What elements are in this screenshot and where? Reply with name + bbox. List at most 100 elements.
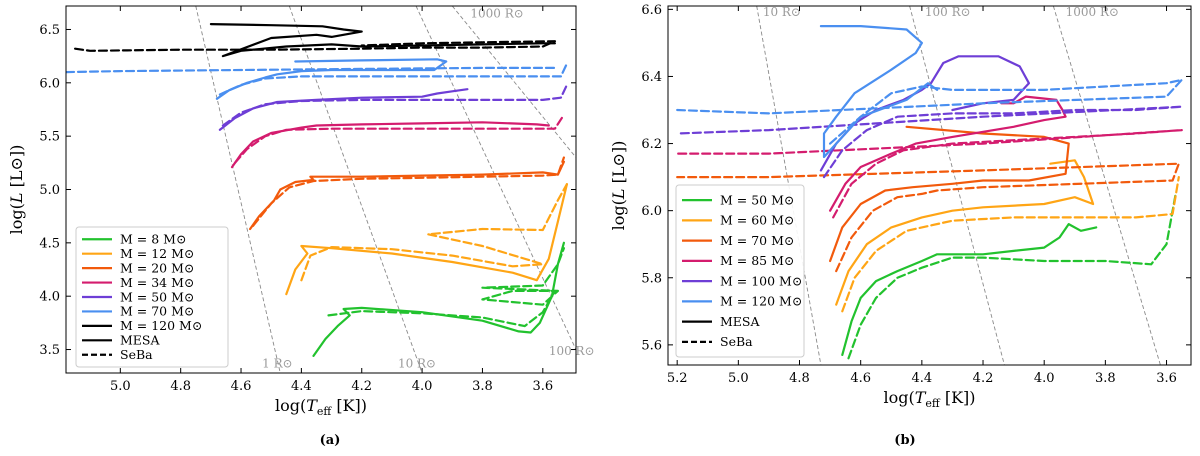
radius-line bbox=[1052, 6, 1161, 365]
legend: M = 50 M⊙ M = 60 M⊙ M = 70 M⊙ M = 85 M⊙ M = … bbox=[675, 184, 805, 358]
plot-area bbox=[66, 6, 576, 373]
series-line bbox=[676, 105, 1183, 179]
panel-a-chart: 1 R⊙ 10 R⊙ 100 R⊙ 1000 R⊙ 5.0 4.8 4.6 4.4 4.2 4.0… bbox=[7, 5, 595, 418]
plot-frame bbox=[667, 5, 1192, 366]
series-line bbox=[841, 176, 1180, 313]
series-line bbox=[218, 62, 568, 96]
legend-label: M = 100 M⊙ bbox=[720, 273, 802, 288]
x-tick-label: 4.8 bbox=[789, 371, 810, 386]
radius-label: 1000 R⊙ bbox=[470, 7, 523, 21]
y-tick-label: 4.0 bbox=[39, 290, 60, 305]
radius-line bbox=[909, 6, 1005, 365]
series-line bbox=[676, 129, 1183, 219]
y-tick-label: 3.5 bbox=[39, 343, 60, 358]
series-line bbox=[215, 58, 448, 100]
radius-label: 10 R⊙ bbox=[398, 357, 436, 371]
y-tick-label: 5.0 bbox=[39, 183, 60, 198]
series-line bbox=[221, 83, 568, 127]
series-line bbox=[285, 183, 568, 296]
x-tick-label: 4.0 bbox=[412, 379, 433, 394]
y-tick-label: 5.6 bbox=[641, 338, 662, 353]
series-line bbox=[327, 247, 565, 328]
radius-label: 1 R⊙ bbox=[262, 357, 293, 371]
y-tick-label: 5.5 bbox=[39, 130, 60, 145]
series-line bbox=[300, 183, 568, 282]
series-line bbox=[74, 40, 556, 52]
radius-line bbox=[415, 6, 576, 350]
radius-line bbox=[195, 6, 281, 373]
radius-label: 1000 R⊙ bbox=[1066, 5, 1119, 19]
x-tick-label: 5.2 bbox=[667, 371, 688, 386]
y-tick-label: 6.6 bbox=[641, 3, 662, 18]
legend-label: M = 12 M⊙ bbox=[120, 246, 194, 261]
series-line bbox=[819, 55, 1030, 172]
legend-box bbox=[75, 226, 229, 368]
legend-label: M = 50 M⊙ bbox=[120, 289, 194, 304]
series-line bbox=[676, 78, 1183, 145]
legend-label: M = 120 M⊙ bbox=[120, 318, 202, 333]
series-line bbox=[847, 192, 1177, 360]
legend-label: M = 60 M⊙ bbox=[720, 213, 794, 228]
x-tick-label: 4.6 bbox=[850, 371, 871, 386]
x-tick-label: 4.2 bbox=[351, 379, 372, 394]
series-line bbox=[230, 121, 550, 169]
legend-label: MESA bbox=[120, 333, 160, 348]
radius-line bbox=[451, 6, 576, 158]
legend: M = 8 M⊙M = 12 M⊙M = 20 M⊙M = 34 M⊙M = 5… bbox=[75, 226, 229, 368]
caption-a: (a) bbox=[320, 433, 341, 448]
y-axis-label: log(L [L⊙]) bbox=[7, 145, 26, 235]
x-axis-label: log(Teff [K]) bbox=[275, 396, 367, 418]
legend-label: M = 50 M⊙ bbox=[720, 192, 794, 207]
x-axis-label: log(Teff [K]) bbox=[884, 388, 976, 410]
series-line bbox=[209, 23, 556, 58]
x-tick-label: 4.4 bbox=[912, 371, 933, 386]
series-line bbox=[841, 223, 1098, 356]
x-tick-label: 4.8 bbox=[170, 379, 191, 394]
legend-label: SeBa bbox=[720, 334, 753, 349]
x-tick-label: 4.0 bbox=[1034, 371, 1055, 386]
series-line bbox=[233, 113, 565, 164]
radius-label: 100 R⊙ bbox=[925, 5, 971, 19]
radius-label: 10 R⊙ bbox=[763, 5, 801, 19]
series-line bbox=[829, 95, 1067, 212]
x-tick-label: 4.2 bbox=[973, 371, 994, 386]
series-line bbox=[249, 160, 565, 231]
y-tick-label: 6.5 bbox=[39, 23, 60, 38]
legend-label: M = 85 M⊙ bbox=[720, 253, 794, 268]
x-tick-label: 4.4 bbox=[291, 379, 312, 394]
legend-box bbox=[675, 184, 805, 358]
x-tick-label: 4.6 bbox=[231, 379, 252, 394]
y-tick-label: 6.4 bbox=[641, 70, 662, 85]
panel-b-chart: 10 R⊙ 100 R⊙ 1000 R⊙ 5.2 5.0 4.8 4.6 4.4 4.2 4.0 3… bbox=[609, 3, 1192, 410]
x-tick-label: 3.6 bbox=[532, 379, 553, 394]
series-line bbox=[835, 159, 1095, 306]
x-tick-label: 3.8 bbox=[472, 379, 493, 394]
y-tick-label: 6.0 bbox=[641, 204, 662, 219]
series-line bbox=[66, 66, 556, 74]
legend-label: M = 8 M⊙ bbox=[120, 232, 186, 247]
legend-label: SeBa bbox=[120, 347, 153, 362]
y-tick-label: 6.0 bbox=[39, 76, 60, 91]
caption-b: (b) bbox=[894, 433, 915, 448]
legend-label: M = 34 M⊙ bbox=[120, 275, 194, 290]
series-line bbox=[218, 88, 469, 131]
series-line bbox=[819, 25, 939, 159]
legend-label: M = 70 M⊙ bbox=[120, 304, 194, 319]
y-tick-label: 6.2 bbox=[641, 137, 662, 152]
legend-label: M = 20 M⊙ bbox=[120, 260, 194, 275]
legend-label: M = 70 M⊙ bbox=[720, 233, 794, 248]
x-tick-label: 3.8 bbox=[1095, 371, 1116, 386]
series-line bbox=[829, 125, 1070, 263]
series-line bbox=[676, 162, 1180, 273]
legend-label: MESA bbox=[720, 314, 760, 329]
x-tick-label: 5.0 bbox=[728, 371, 749, 386]
legend-label: M = 120 M⊙ bbox=[720, 294, 802, 309]
y-axis-label: log(L [L⊙]) bbox=[609, 141, 628, 231]
y-tick-label: 5.8 bbox=[641, 271, 662, 286]
x-tick-label: 5.0 bbox=[110, 379, 131, 394]
y-tick-label: 4.5 bbox=[39, 236, 60, 251]
radius-label: 100 R⊙ bbox=[549, 344, 595, 358]
series-line bbox=[252, 156, 565, 227]
x-tick-label: 3.6 bbox=[1156, 371, 1177, 386]
